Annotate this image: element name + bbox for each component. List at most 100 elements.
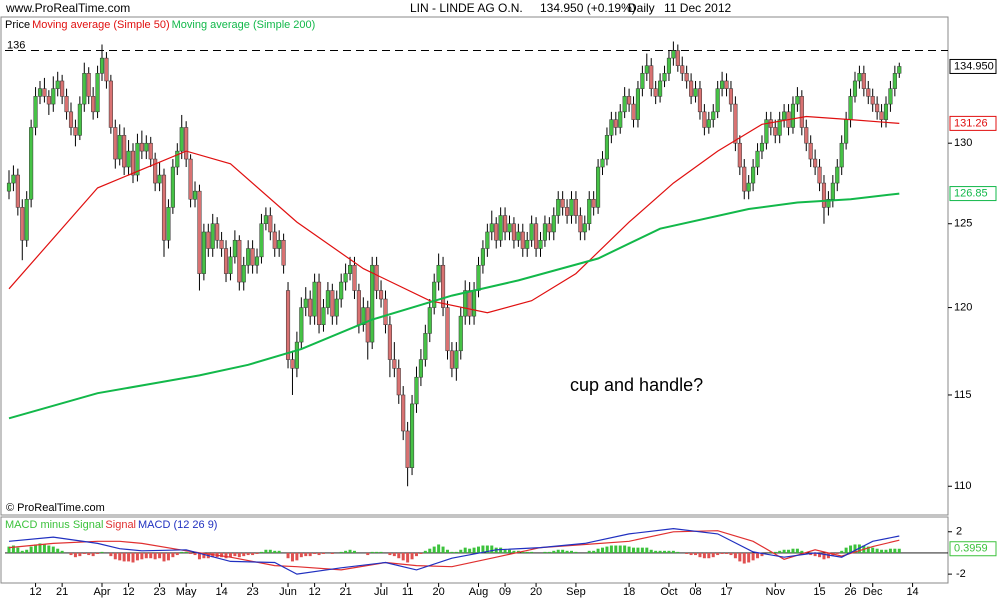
histogram-bar bbox=[180, 551, 184, 553]
legend-entry: Moving average (Simple 50) bbox=[32, 19, 170, 31]
candle-body bbox=[866, 88, 871, 97]
histogram-bar bbox=[640, 547, 644, 553]
x-tick-label: Jun bbox=[279, 586, 297, 598]
candle-body bbox=[42, 88, 47, 97]
x-tick-label: 09 bbox=[499, 586, 511, 598]
candle-body bbox=[51, 88, 56, 105]
candle-body bbox=[250, 248, 255, 266]
candle-body bbox=[383, 298, 388, 326]
histogram-bar bbox=[228, 552, 232, 558]
histogram-bar bbox=[707, 552, 711, 559]
candle-body bbox=[715, 88, 720, 113]
histogram-bar bbox=[87, 552, 91, 556]
candle-body bbox=[658, 80, 663, 97]
candle-body bbox=[604, 135, 609, 160]
candle-body bbox=[613, 119, 618, 128]
x-tick-label: 12 bbox=[308, 586, 320, 598]
candle-body bbox=[804, 127, 809, 144]
histogram-bar bbox=[308, 552, 312, 557]
series-last-value-box bbox=[949, 186, 997, 202]
histogram-bar bbox=[401, 552, 405, 561]
histogram-bar bbox=[259, 551, 263, 553]
histogram-bar bbox=[445, 549, 449, 553]
y-tick-label: 125 bbox=[954, 218, 972, 230]
candle-body bbox=[653, 88, 658, 97]
candle-body bbox=[449, 350, 454, 369]
candle-body bbox=[640, 73, 645, 89]
histogram-bar bbox=[561, 549, 565, 553]
candle-body bbox=[294, 341, 299, 369]
histogram-bar bbox=[463, 547, 467, 553]
histogram-bar bbox=[733, 552, 737, 559]
histogram-bar bbox=[454, 551, 458, 553]
candle-body bbox=[77, 103, 82, 136]
candle-body bbox=[219, 239, 224, 249]
histogram-bar bbox=[778, 550, 782, 553]
histogram-bar bbox=[459, 549, 463, 553]
histogram-bar bbox=[499, 547, 503, 553]
histogram-bar bbox=[592, 550, 596, 553]
candle-body bbox=[476, 264, 481, 291]
candle-body bbox=[857, 73, 862, 82]
legend-entry: MACD minus Signal bbox=[5, 519, 104, 531]
histogram-bar bbox=[570, 550, 574, 553]
x-tick-label: Aug bbox=[469, 586, 489, 598]
histogram-bar bbox=[352, 550, 356, 553]
candle-body bbox=[693, 88, 698, 97]
candle-body bbox=[746, 182, 751, 192]
candle-body bbox=[427, 307, 432, 334]
histogram-bar bbox=[366, 552, 370, 556]
candle-body bbox=[724, 80, 729, 89]
histogram-bar bbox=[197, 552, 201, 560]
candle-body bbox=[560, 198, 565, 208]
histogram-bar bbox=[760, 552, 764, 557]
candle-body bbox=[569, 198, 574, 216]
histogram-bar bbox=[818, 552, 822, 558]
x-tick-label: 26 bbox=[844, 586, 856, 598]
histogram-bar bbox=[888, 548, 892, 553]
histogram-bar bbox=[69, 552, 73, 556]
candle-body bbox=[494, 223, 499, 241]
candle-body bbox=[821, 182, 827, 208]
histogram-bar bbox=[742, 552, 746, 564]
histogram-bar bbox=[685, 552, 689, 554]
histogram-bar bbox=[503, 549, 507, 553]
histogram-bar bbox=[866, 546, 870, 553]
candle-body bbox=[529, 223, 534, 241]
histogram-bar bbox=[96, 552, 100, 554]
candle-body bbox=[321, 307, 326, 326]
candle-body bbox=[263, 215, 268, 224]
histogram-bar bbox=[769, 551, 773, 553]
candle-body bbox=[591, 198, 596, 208]
candle-body bbox=[15, 174, 20, 208]
histogram-bar bbox=[654, 550, 658, 553]
histogram-bar bbox=[189, 552, 193, 554]
candle-body bbox=[547, 223, 552, 233]
histogram-bar bbox=[813, 552, 817, 557]
candle-body bbox=[11, 174, 16, 184]
candle-body bbox=[542, 223, 547, 241]
histogram-bar bbox=[158, 552, 162, 559]
candle-body bbox=[232, 239, 237, 258]
candle-body bbox=[325, 290, 330, 308]
candle-body bbox=[237, 239, 242, 283]
histogram-bar bbox=[419, 552, 423, 554]
candle-body bbox=[197, 190, 202, 274]
candle-body bbox=[720, 80, 725, 89]
candle-body bbox=[122, 135, 127, 168]
histogram-bar bbox=[751, 552, 755, 561]
histogram-bar bbox=[175, 552, 179, 556]
legend-prefix: Price bbox=[5, 19, 31, 31]
candle-body bbox=[635, 88, 640, 120]
candle-body bbox=[281, 239, 286, 266]
candle-body bbox=[826, 198, 831, 208]
source: www.ProRealTime.com bbox=[5, 1, 130, 15]
histogram-bar bbox=[127, 552, 131, 562]
candle-body bbox=[201, 231, 206, 274]
histogram-bar bbox=[716, 552, 720, 556]
candle-body bbox=[254, 256, 260, 266]
histogram-bar bbox=[20, 550, 24, 553]
candle-body bbox=[649, 65, 654, 89]
candle-body bbox=[879, 111, 884, 120]
candle-body bbox=[144, 142, 149, 152]
